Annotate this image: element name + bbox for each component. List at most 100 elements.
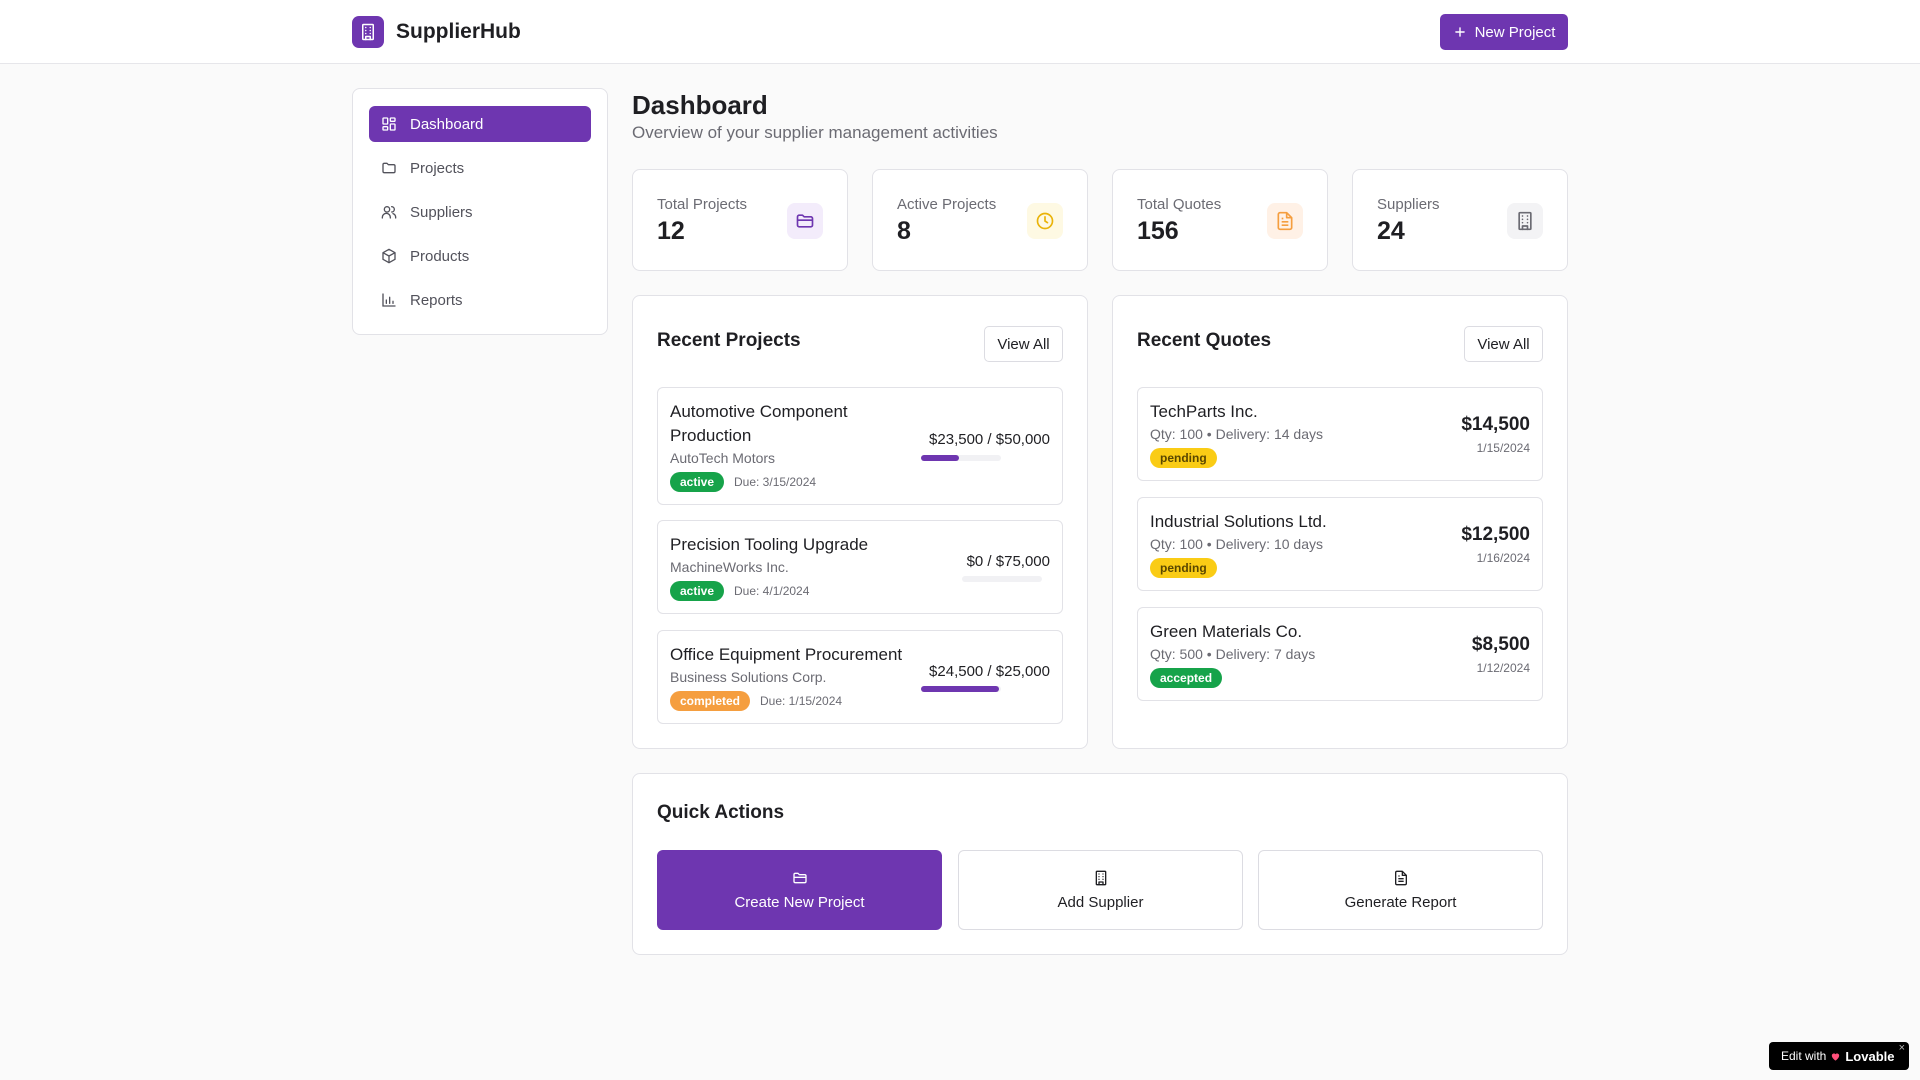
progress-bar (921, 686, 1001, 692)
new-project-label: New Project (1474, 23, 1556, 41)
dashboard-icon (382, 117, 396, 131)
action-label: Create New Project (734, 893, 865, 911)
quote-meta: Qty: 500 • Delivery: 7 days (1150, 646, 1316, 662)
project-client: Business Solutions Corp. (670, 669, 827, 685)
quote-card[interactable]: Industrial Solutions Ltd. Qty: 100 • Del… (1137, 497, 1543, 591)
page-title: Dashboard (632, 90, 768, 120)
project-client: MachineWorks Inc. (670, 559, 789, 575)
project-name: Office Equipment Procurement (670, 645, 903, 664)
quote-amount: $14,500 (1461, 414, 1530, 435)
users-icon (381, 206, 397, 219)
project-due-date: Due: 4/1/2024 (734, 584, 810, 598)
create-new-project-button[interactable]: Create New Project (657, 850, 942, 930)
stat-label: Total Quotes (1137, 196, 1222, 213)
quote-date: 1/12/2024 (1476, 661, 1530, 675)
progress-fill (921, 686, 1000, 692)
recent-quotes-panel: Recent Quotes View All TechParts Inc. Qt… (1112, 295, 1568, 749)
sidebar: Dashboard Projects Suppliers Products Re… (352, 88, 608, 335)
document-icon (1394, 870, 1407, 885)
folder-icon (787, 203, 823, 239)
stat-card-total-quotes: Total Quotes 156 (1112, 169, 1328, 271)
generate-report-button[interactable]: Generate Report (1258, 850, 1543, 930)
stat-value: 24 (1377, 217, 1405, 245)
stat-value: 8 (897, 217, 911, 245)
sidebar-item-suppliers[interactable]: Suppliers (369, 194, 591, 230)
action-label: Add Supplier (1057, 893, 1144, 911)
quote-supplier: Industrial Solutions Ltd. (1150, 512, 1327, 531)
sidebar-item-reports[interactable]: Reports (369, 282, 591, 318)
project-card[interactable]: Office Equipment Procurement Business So… (657, 630, 1063, 724)
sidebar-item-label: Products (410, 247, 470, 265)
status-badge: active (670, 472, 725, 492)
action-label: Generate Report (1344, 893, 1457, 911)
quote-meta: Qty: 100 • Delivery: 14 days (1150, 426, 1323, 442)
edit-with-lovable-badge[interactable]: Edit with Lovable × (1769, 1042, 1909, 1070)
progress-bar (921, 455, 1001, 461)
progress-fill (921, 455, 959, 461)
sidebar-item-dashboard[interactable]: Dashboard (369, 106, 591, 142)
brand-name: SupplierHub (396, 20, 521, 43)
quote-amount: $8,500 (1471, 634, 1530, 655)
project-name: Precision Tooling Upgrade (670, 535, 869, 554)
badge-prefix: Edit with (1781, 1049, 1827, 1063)
status-badge: active (670, 581, 725, 601)
building-icon (1095, 870, 1106, 885)
folder-icon (792, 872, 807, 883)
heart-icon (1832, 1052, 1840, 1061)
quote-card[interactable]: Green Materials Co. Qty: 500 • Delivery:… (1137, 607, 1543, 701)
sidebar-item-products[interactable]: Products (369, 238, 591, 274)
quote-meta: Qty: 100 • Delivery: 10 days (1150, 536, 1323, 552)
quote-card[interactable]: TechParts Inc. Qty: 100 • Delivery: 14 d… (1137, 387, 1543, 481)
new-project-button[interactable]: New Project (1440, 14, 1568, 50)
badge-brand: Lovable (1845, 1048, 1895, 1064)
panel-title: Recent Projects (657, 330, 801, 351)
stat-label: Suppliers (1377, 196, 1440, 213)
close-icon[interactable]: × (1898, 1042, 1905, 1054)
status-badge: accepted (1150, 668, 1223, 688)
building-icon (352, 16, 384, 48)
clock-icon (1027, 203, 1063, 239)
project-due-date: Due: 3/15/2024 (734, 475, 817, 489)
stat-value: 12 (657, 217, 685, 245)
view-all-projects-button[interactable]: View All (984, 326, 1063, 362)
stat-label: Active Projects (897, 196, 997, 213)
status-badge: pending (1150, 448, 1217, 468)
quote-supplier: Green Materials Co. (1150, 622, 1303, 641)
folder-icon (382, 162, 396, 174)
status-badge: pending (1150, 558, 1217, 578)
progress-bar (962, 576, 1042, 582)
project-card[interactable]: Automotive Component Production AutoTech… (657, 387, 1063, 505)
stat-card-active-projects: Active Projects 8 (872, 169, 1088, 271)
project-client: AutoTech Motors (670, 450, 776, 466)
brand[interactable]: SupplierHub (352, 16, 521, 48)
project-budget: $24,500 / $25,000 (929, 663, 1050, 680)
page-subtitle: Overview of your supplier management act… (632, 123, 998, 142)
stat-label: Total Projects (657, 196, 748, 213)
building-icon (1507, 203, 1543, 239)
project-name: Automotive Component Production (670, 402, 848, 445)
project-card[interactable]: Precision Tooling Upgrade MachineWorks I… (657, 520, 1063, 614)
quote-date: 1/16/2024 (1476, 551, 1530, 565)
package-icon (382, 248, 396, 264)
add-supplier-button[interactable]: Add Supplier (958, 850, 1243, 930)
project-budget: $23,500 / $50,000 (929, 431, 1050, 448)
project-due-date: Due: 1/15/2024 (760, 694, 843, 708)
sidebar-item-label: Suppliers (410, 203, 473, 221)
quote-date: 1/15/2024 (1476, 441, 1530, 455)
bar-chart-icon (382, 293, 396, 307)
stat-value: 156 (1137, 217, 1179, 245)
document-icon (1267, 203, 1303, 239)
sidebar-item-label: Projects (410, 159, 465, 177)
project-budget: $0 / $75,000 (966, 553, 1050, 570)
panel-title: Quick Actions (657, 802, 785, 823)
panel-title: Recent Quotes (1137, 330, 1272, 351)
view-all-quotes-button[interactable]: View All (1464, 326, 1543, 362)
plus-icon (1454, 27, 1465, 37)
recent-projects-panel: Recent Projects View All Automotive Comp… (632, 295, 1088, 749)
sidebar-item-projects[interactable]: Projects (369, 150, 591, 186)
sidebar-item-label: Dashboard (410, 115, 484, 133)
stat-card-suppliers: Suppliers 24 (1352, 169, 1568, 271)
status-badge: completed (670, 691, 751, 711)
stat-card-total-projects: Total Projects 12 (632, 169, 848, 271)
sidebar-item-label: Reports (410, 291, 463, 309)
